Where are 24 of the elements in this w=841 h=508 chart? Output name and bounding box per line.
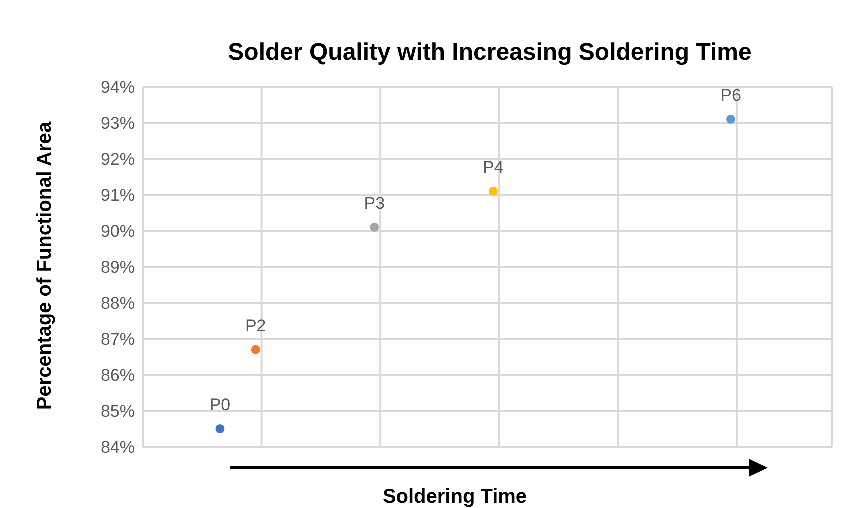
- y-tick-label: 88%: [100, 294, 135, 314]
- y-tick-label: 90%: [100, 222, 135, 242]
- y-tick-label: 91%: [100, 186, 135, 206]
- point: [251, 345, 260, 354]
- y-tick-label: 84%: [100, 438, 135, 458]
- chart-title: Solder Quality with Increasing Soldering Time: [228, 39, 752, 66]
- point: [370, 222, 380, 232]
- y-tick-label: 87%: [100, 330, 135, 350]
- y-tick-label: 93%: [100, 114, 135, 134]
- y-tick-label: 92%: [100, 150, 135, 170]
- series-label: P3: [364, 194, 386, 213]
- series-label: P4: [483, 158, 504, 177]
- y-tick-label: 85%: [100, 402, 135, 422]
- series-label: P2: [245, 316, 266, 336]
- y-tick-label: 94%: [100, 78, 135, 98]
- y-tick-label: 86%: [100, 366, 135, 386]
- point: [488, 186, 498, 196]
- x-axis-title: Soldering Time: [382, 486, 528, 508]
- series-label: P6: [720, 86, 742, 105]
- y-tick-label: 89%: [100, 258, 135, 278]
- point: [726, 114, 736, 124]
- y-axis-title: Percentage of Functional Area: [34, 121, 56, 410]
- point: [216, 424, 225, 434]
- series-label: P0: [210, 395, 231, 414]
